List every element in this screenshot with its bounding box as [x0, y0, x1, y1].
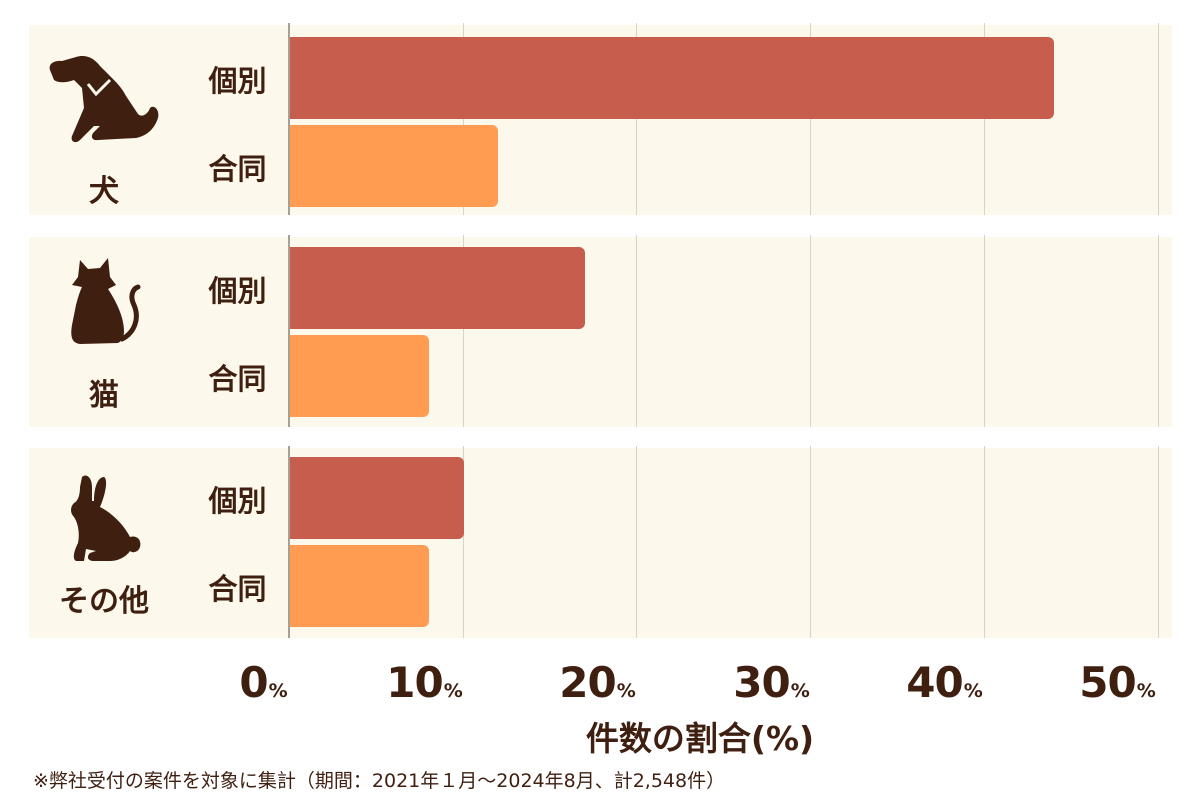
group-label-dog: 犬 — [89, 174, 119, 209]
gridline — [288, 23, 290, 215]
bar-dog-individual — [290, 37, 1055, 119]
group-label-cat: 猫 — [89, 378, 119, 413]
row-label-other-individual: 個別 — [208, 484, 267, 518]
footnote: ※弊社受付の案件を対象に集計（期間：2021年１月～2024年8月、計2,548… — [33, 770, 726, 792]
gridline — [983, 23, 985, 215]
gridline — [810, 23, 812, 215]
row-label-cat-individual: 個別 — [208, 274, 267, 308]
x-axis-label: 件数の割合(%) — [585, 719, 815, 758]
bar-cat-joint — [290, 335, 429, 417]
gridline — [636, 235, 638, 427]
gridline — [983, 235, 985, 427]
bar-dog-joint — [290, 125, 499, 207]
gridline — [983, 446, 985, 638]
row-label-dog-joint: 合同 — [208, 152, 267, 186]
gridline — [462, 235, 464, 427]
bar-cat-individual — [290, 247, 586, 329]
dog-icon — [49, 56, 159, 143]
gridline — [636, 23, 638, 215]
gridline — [810, 446, 812, 638]
x-tick-0: 0% — [239, 658, 287, 707]
rabbit-icon — [71, 475, 141, 561]
bar-other-joint — [290, 545, 429, 627]
panel-cat — [29, 237, 1172, 427]
gridline — [1157, 23, 1159, 215]
panel-other — [29, 448, 1172, 638]
gridline — [636, 446, 638, 638]
group-label-other: その他 — [59, 584, 149, 619]
x-tick-30: 30% — [733, 658, 810, 707]
x-tick-20: 20% — [559, 658, 636, 707]
gridline — [810, 235, 812, 427]
row-label-other-joint: 合同 — [208, 572, 267, 606]
gridline — [288, 235, 290, 427]
gridline — [288, 446, 290, 638]
gridline — [1157, 235, 1159, 427]
x-tick-10: 10% — [386, 658, 463, 707]
gridline — [462, 446, 464, 638]
bar-other-individual — [290, 457, 464, 539]
row-label-dog-individual: 個別 — [208, 64, 267, 98]
gridline — [462, 23, 464, 215]
cat-icon — [71, 258, 141, 344]
x-tick-40: 40% — [906, 658, 983, 707]
x-tick-50: 50% — [1079, 658, 1156, 707]
row-label-cat-joint: 合同 — [208, 362, 267, 396]
gridline — [1157, 446, 1159, 638]
